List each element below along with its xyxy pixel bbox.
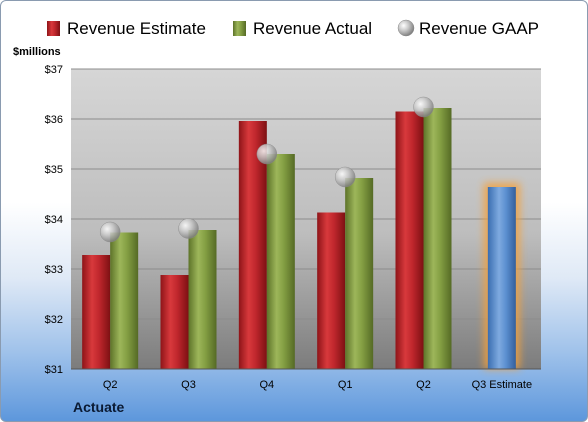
bar-revenue-estimate [82, 255, 111, 369]
y-unit-label: $millions [13, 46, 61, 58]
gaap-markers [99, 96, 434, 243]
y-axis-ticks: $31 $32 $33 $34 $35 $36 $37 [45, 64, 63, 376]
bar-revenue-estimate [317, 212, 346, 369]
y-tick-label: $37 [45, 64, 63, 76]
y-tick-label: $32 [45, 314, 63, 326]
y-tick-label: $33 [45, 264, 63, 276]
legend-swatch [47, 21, 60, 36]
bar-revenue-actual [345, 178, 374, 369]
y-tick-label: $34 [45, 214, 63, 226]
x-tick-label: Q2 [416, 379, 431, 391]
x-tick-label: Q2 [103, 379, 118, 391]
marker-revenue-gaap [413, 96, 434, 118]
bar-revenue-estimate [395, 111, 424, 369]
bar-revenue-actual [188, 230, 217, 369]
x-axis-ticks: Q2 Q3 Q4 Q1 Q2 Q3 Estimate [103, 379, 532, 391]
marker-revenue-gaap [99, 221, 121, 243]
legend-label: Revenue Estimate [67, 19, 206, 38]
legend-label: Revenue Actual [253, 19, 372, 38]
legend-swatch [397, 19, 415, 37]
bar-revenue-actual [423, 108, 452, 369]
x-tick-label: Q3 Estimate [472, 379, 533, 391]
legend-label: Revenue GAAP [419, 19, 539, 38]
legend-swatch [233, 21, 246, 36]
bar-revenue-projection [487, 187, 516, 369]
y-tick-label: $35 [45, 164, 63, 176]
legend: Revenue Estimate Revenue Actual Revenue GA… [47, 19, 539, 38]
x-tick-label: Q1 [338, 379, 353, 391]
y-tick-label: $31 [45, 364, 63, 376]
y-tick-label: $36 [45, 114, 63, 126]
bar-revenue-actual [110, 232, 139, 369]
x-tick-label: Q4 [259, 379, 274, 391]
x-tick-label: Q3 [181, 379, 196, 391]
marker-revenue-gaap [178, 218, 199, 239]
company-name: Actuate [73, 399, 125, 415]
marker-revenue-gaap [256, 143, 278, 165]
bar-revenue-actual [266, 154, 295, 369]
marker-revenue-gaap [334, 166, 356, 188]
bars [82, 108, 520, 369]
bar-revenue-estimate [160, 275, 189, 369]
